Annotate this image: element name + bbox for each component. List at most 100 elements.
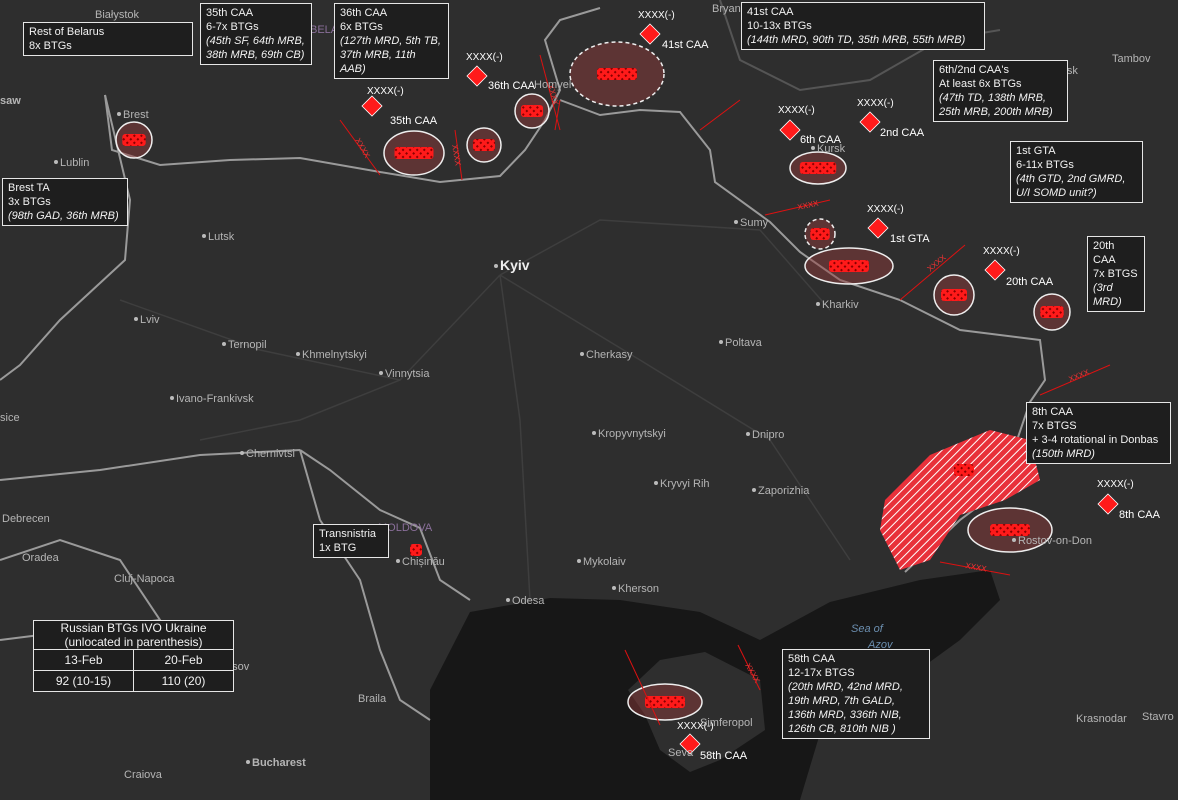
city-dot: [580, 352, 584, 356]
boundary-line: [554, 99, 561, 131]
btg-cluster: [954, 464, 974, 476]
city-dot: [577, 559, 581, 563]
btg-cluster: [799, 162, 837, 174]
btg-cluster: [990, 524, 1030, 536]
city-dot: [379, 371, 383, 375]
formation-name: 35th CAA: [390, 115, 438, 127]
table-subtitle: (unlocated in parenthesis): [64, 635, 203, 649]
city-label: Chernivtsi: [246, 448, 295, 460]
city-label: Ternopil: [228, 339, 267, 351]
unit-diamond: [859, 111, 881, 133]
boundary-line: [454, 129, 463, 181]
city-label: Rostov-on-Don: [1018, 535, 1092, 547]
unit-diamond: [867, 217, 889, 239]
boundary-line: [1039, 364, 1111, 396]
callout-box: 35th CAA 6-7x BTGs (45th SF, 64th MRB, 38th…: [200, 3, 312, 65]
echelon-label: XXXX(-): [466, 52, 503, 63]
city-dot: [296, 352, 300, 356]
city-dot: [612, 586, 616, 590]
unit-diamond: [361, 95, 383, 117]
city-dot: [202, 234, 206, 238]
city-label: Brest: [123, 109, 149, 121]
road: [119, 299, 401, 381]
city-label: Lublin: [60, 157, 89, 169]
btg-table: Russian BTGs IVO Ukraine (unlocated in p…: [33, 620, 234, 692]
city-dot: [240, 451, 244, 455]
formation-name: 41st CAA: [662, 39, 709, 51]
city-label: Bucharest: [252, 757, 306, 769]
city-dot: [396, 559, 400, 563]
city-dot: [654, 481, 658, 485]
occupied-donbas: [880, 430, 1040, 570]
city-dot: [494, 264, 498, 268]
callout-line: 6th/2nd CAA's: [939, 64, 1009, 76]
callout-units: (45th SF, 64th MRB,: [206, 35, 305, 47]
callout-units: (20th MRD, 42nd MRD,: [788, 681, 903, 693]
formation-name: 8th CAA: [1119, 509, 1161, 521]
city-label: Lutsk: [208, 231, 235, 243]
city-label: Sumy: [740, 217, 769, 229]
border: [299, 449, 431, 721]
city-label: Zaporizhia: [758, 485, 810, 497]
formation-name: 58th CAA: [700, 750, 748, 762]
city-label: Chișinău: [402, 556, 445, 568]
city-label: Khmelnytskyi: [302, 349, 367, 361]
city-label: Mykolaiv: [583, 556, 626, 568]
city-label: Krasnodar: [1076, 713, 1127, 725]
btg-cluster: [1040, 306, 1064, 318]
callout-line: 12-17x BTGS: [788, 667, 855, 679]
callout-line: At least 6x BTGs: [939, 78, 1022, 90]
table-header: 13-Feb 20-Feb: [34, 649, 233, 670]
city-label: saw: [0, 95, 21, 107]
callout-line: 8th CAA: [1032, 406, 1073, 418]
callout-box: 8th CAA 7x BTGS + 3-4 rotational in Donbas…: [1026, 402, 1171, 464]
city-label: Cluj-Napoca: [114, 573, 175, 585]
callout-line: 20th CAA: [1093, 240, 1116, 266]
boundary-label: XXXX: [797, 199, 820, 212]
road: [499, 274, 531, 601]
city-dot: [811, 146, 815, 150]
city-label: Azov: [867, 639, 894, 651]
callout-units: (47th TD, 138th MRB,: [939, 92, 1046, 104]
city-dot: [222, 342, 226, 346]
city-label: Poltava: [725, 337, 763, 349]
unit-diamond: [679, 733, 701, 755]
formation-name: 36th CAA: [488, 80, 536, 92]
btg-cluster: [829, 260, 869, 272]
unit-diamond: [639, 23, 661, 45]
callout-units: 25th MRB, 200th MRB): [939, 106, 1053, 118]
callout-line: 1x BTG: [319, 542, 357, 554]
city-label: Tambov: [1112, 53, 1151, 65]
btg-cluster: [122, 134, 146, 146]
callout-line: + 3-4 rotational in Donbas: [1032, 434, 1159, 446]
city-label: Homyel: [534, 79, 571, 91]
btg-cluster: [394, 147, 434, 159]
callout-line: Rest of Belarus: [29, 26, 105, 38]
btg-cluster: [810, 228, 830, 240]
callout-line: 6x BTGs: [340, 21, 383, 33]
callout-box: 41st CAA 10-13x BTGs (144th MRD, 90th TD, …: [741, 2, 985, 50]
callout-line: Brest TA: [8, 182, 50, 194]
city-label: Kyiv: [500, 257, 530, 273]
city-dot: [816, 302, 820, 306]
callout-line: 36th CAA: [340, 7, 388, 19]
boundary-line: [737, 644, 761, 691]
city-label: Ivano-Frankivsk: [176, 393, 254, 405]
echelon-label: XXXX(-): [367, 86, 404, 97]
btg-cluster: [645, 696, 685, 708]
city-dot: [246, 760, 250, 764]
table-cell: 92 (10-15): [55, 674, 112, 688]
city-label: Craiova: [124, 769, 163, 781]
unit-diamond: [779, 119, 801, 141]
callout-line: 3x BTGs: [8, 196, 51, 208]
callout-units: 19th MRD, 7th GALD,: [788, 695, 895, 707]
road: [199, 274, 501, 441]
callout-box: 58th CAA 12-17x BTGS (20th MRD, 42nd MRD, 1…: [782, 649, 930, 739]
city-dot: [54, 160, 58, 164]
table-header-cell: 20-Feb: [133, 650, 233, 670]
btg-cluster: [410, 544, 422, 556]
unit-diamond: [466, 65, 488, 87]
callout-units: (150th MRD): [1032, 448, 1095, 460]
callout-units: 37th MRB, 11th AAB): [340, 49, 416, 75]
